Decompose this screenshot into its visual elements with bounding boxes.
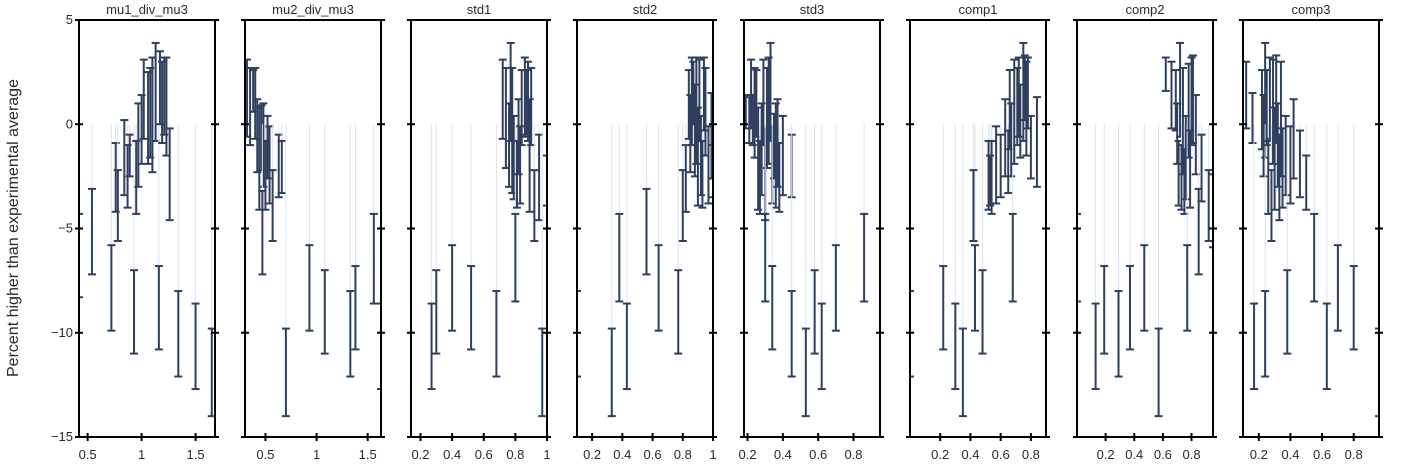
- panel-title: comp3: [1291, 2, 1330, 17]
- y-tick-label: −15: [51, 429, 73, 444]
- panel: comp2 0.2 0.4 0.6 0.8: [1073, 2, 1217, 462]
- x-tick-label: 0.8: [1182, 447, 1200, 462]
- panel: std3 0.2 0.4 0.6 0.8: [738, 2, 884, 462]
- x-tick-label: 0.2: [931, 447, 949, 462]
- y-tick-label: 0: [66, 116, 73, 131]
- y-tick-label: −5: [58, 221, 73, 236]
- panel-marks: [910, 41, 1041, 418]
- panel-title: comp1: [958, 2, 997, 17]
- x-tick-label: 0.6: [809, 447, 827, 462]
- panel: std1 0.2 0.4 0.6 0.8 1: [407, 2, 551, 462]
- x-tick-label: 0.2: [583, 447, 601, 462]
- panel-marks: [1077, 41, 1213, 418]
- x-tick-label: 0.6: [644, 447, 662, 462]
- panel-marks: [744, 41, 869, 418]
- panel: mu2_div_mu3 0.5 1 1.5: [241, 2, 385, 462]
- x-tick-label: 0.2: [411, 447, 429, 462]
- y-tick-label: −10: [51, 325, 73, 340]
- x-tick-label: 0.4: [443, 447, 461, 462]
- x-tick-label: 1.5: [359, 447, 377, 462]
- x-tick-label: 0.2: [1097, 447, 1115, 462]
- x-tick-label: 0.8: [844, 447, 862, 462]
- panel-marks: [577, 56, 713, 418]
- x-tick-label: 0.8: [1345, 447, 1363, 462]
- panel-title: comp2: [1125, 2, 1164, 17]
- panel-title: mu1_div_mu3: [106, 2, 188, 17]
- x-tick-label: 0.8: [1022, 447, 1040, 462]
- y-tick-label: 5: [66, 12, 73, 27]
- x-tick-label: 0.4: [774, 447, 792, 462]
- panel-marks: [427, 41, 547, 418]
- x-tick-label: 0.8: [506, 447, 524, 462]
- x-tick-label: 1: [543, 447, 550, 462]
- x-tick-label: 0.2: [738, 447, 756, 462]
- x-tick-label: 1: [313, 447, 320, 462]
- panel: comp3 0.2 0.4 0.6 0.8: [1239, 2, 1383, 462]
- panel-title: mu2_div_mu3: [272, 2, 354, 17]
- x-tick-label: 0.4: [1281, 447, 1299, 462]
- x-tick-label: 0.5: [79, 447, 97, 462]
- y-axis-label: Percent higher than experimental average: [5, 79, 22, 377]
- x-tick-label: 0.8: [674, 447, 692, 462]
- x-tick-label: 0.4: [961, 447, 979, 462]
- panel: std2 0.2 0.4 0.6 0.8 1: [573, 2, 717, 462]
- panel: comp1 0.2 0.4 0.6 0.8: [906, 2, 1050, 462]
- x-tick-label: 0.6: [1154, 447, 1172, 462]
- panel-marks: [79, 41, 215, 418]
- panel: mu1_div_mu3 −15 −10 −5 0 5 0.5 1 1.5: [51, 2, 219, 462]
- x-tick-label: 0.4: [613, 447, 631, 462]
- x-tick-label: 0.6: [475, 447, 493, 462]
- x-tick-label: 0.5: [256, 447, 274, 462]
- x-tick-label: 0.6: [1313, 447, 1331, 462]
- panel-frame: [1242, 19, 1380, 438]
- x-tick-label: 1: [709, 447, 716, 462]
- panel-marks: [245, 58, 381, 418]
- x-tick-label: 1: [138, 447, 145, 462]
- panel-title: std2: [633, 2, 658, 17]
- panel-marks: [1243, 41, 1379, 418]
- panel-frame: [244, 19, 382, 438]
- panel-title: std3: [800, 2, 825, 17]
- panel-title: std1: [467, 2, 492, 17]
- x-tick-label: 0.6: [992, 447, 1010, 462]
- x-tick-label: 1.5: [187, 447, 205, 462]
- panels: mu1_div_mu3 −15 −10 −5 0 5 0.5 1 1.5 mu2_div_mu3 0…: [51, 2, 1383, 462]
- x-tick-label: 0.2: [1250, 447, 1268, 462]
- x-tick-label: 0.4: [1125, 447, 1143, 462]
